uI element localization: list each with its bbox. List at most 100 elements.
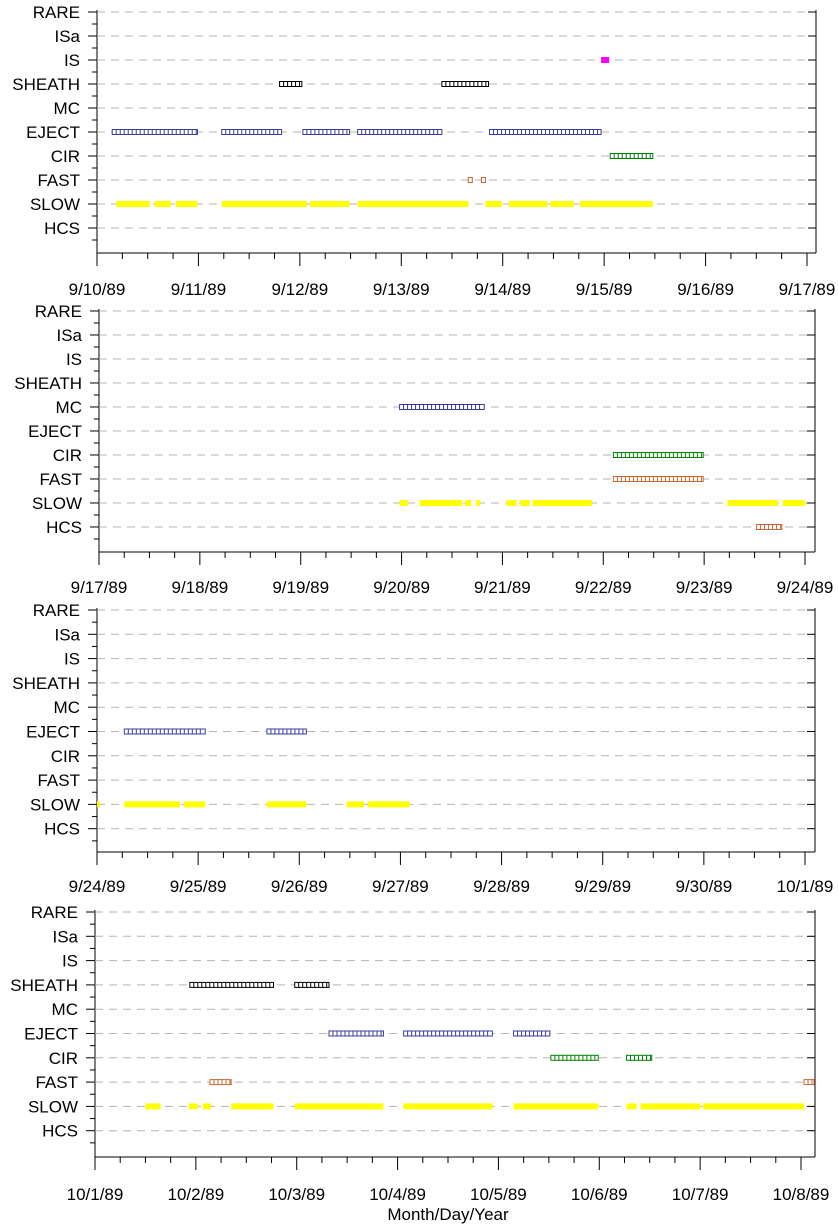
interval-fast-9 <box>803 1079 815 1086</box>
interval-slow-11 <box>532 500 593 506</box>
category-label-rare: RARE <box>31 903 78 922</box>
interval-slow-5 <box>183 801 206 808</box>
interval-sheath-3 <box>441 81 490 87</box>
date-tick-label: 10/7/89 <box>672 1185 729 1204</box>
category-label-hcs: HCS <box>42 1122 78 1141</box>
category-label-isa: ISa <box>54 625 80 644</box>
interval-outline <box>399 404 485 410</box>
interval-cir-7 <box>626 1054 653 1061</box>
interval-is-1 <box>601 57 610 63</box>
category-label-fast: FAST <box>35 1073 78 1092</box>
interval-slow-10 <box>145 1103 161 1110</box>
interval-slow-19 <box>508 201 548 207</box>
interval-eject-7 <box>357 129 443 135</box>
category-label-rare: RARE <box>33 601 80 620</box>
date-tick-label: 10/8/89 <box>773 1185 830 1204</box>
interval-fast-3 <box>612 476 704 482</box>
interval-eject-5 <box>221 129 283 135</box>
date-tick-label: 9/15/89 <box>576 280 633 299</box>
interval-outline <box>803 1079 815 1086</box>
interval-outline <box>221 129 283 135</box>
date-tick-label: 9/19/89 <box>272 578 329 597</box>
category-label-is: IS <box>64 650 80 669</box>
interval-slow-12 <box>202 1103 211 1110</box>
category-label-slow: SLOW <box>30 195 80 214</box>
category-label-mc: MC <box>54 698 80 717</box>
date-tick-label: 9/10/89 <box>69 280 126 299</box>
date-tick-label: 10/5/89 <box>470 1185 527 1204</box>
category-label-slow: SLOW <box>28 1097 78 1116</box>
date-tick-label: 9/30/89 <box>675 877 732 896</box>
interval-slow-15 <box>221 201 307 207</box>
interval-slow-12 <box>116 201 150 207</box>
interval-sheath-2 <box>279 81 303 87</box>
interval-slow-19 <box>703 1103 805 1110</box>
interval-eject-1 <box>123 728 206 735</box>
category-label-rare: RARE <box>33 3 80 22</box>
category-label-hcs: HCS <box>44 219 80 238</box>
category-label-cir: CIR <box>51 147 80 166</box>
panel-4: RARE ISa IS SHEATH MC EJECT CIR FAST SLOW HCS 10/1… <box>10 903 829 1224</box>
interval-outline <box>189 981 275 988</box>
interval-mc-1 <box>399 404 485 410</box>
category-label-mc: MC <box>54 99 80 118</box>
interval-outline <box>467 177 473 183</box>
interval-sheath-1 <box>189 981 275 988</box>
interval-slow-13 <box>154 201 172 207</box>
interval-outline <box>357 129 443 135</box>
date-tick-label: 9/12/89 <box>271 280 328 299</box>
interval-slow-13 <box>231 1103 274 1110</box>
date-tick-label: 9/17/89 <box>71 578 128 597</box>
date-tick-label: 9/27/89 <box>372 877 429 896</box>
date-tick-label: 10/2/89 <box>167 1185 224 1204</box>
interval-slow-16 <box>310 201 350 207</box>
interval-outline <box>328 1030 384 1037</box>
date-tick-label: 9/22/89 <box>575 578 632 597</box>
category-label-is: IS <box>64 51 80 70</box>
x-axis-title: Month/Day/Year <box>387 1205 509 1224</box>
date-tick-label: 9/23/89 <box>676 578 733 597</box>
date-tick-label: 9/24/89 <box>69 877 126 896</box>
date-tick-label: 9/21/89 <box>474 578 531 597</box>
interval-cir-2 <box>612 452 704 458</box>
category-label-fast: FAST <box>39 470 82 489</box>
category-label-sheath: SHEATH <box>10 976 78 995</box>
interval-fast-10 <box>467 177 473 183</box>
date-tick-label: 9/29/89 <box>574 877 631 896</box>
date-tick-label: 9/17/89 <box>779 280 836 299</box>
interval-fast-11 <box>480 177 486 183</box>
date-tick-label: 9/25/89 <box>170 877 227 896</box>
category-label-fast: FAST <box>37 171 80 190</box>
interval-outline <box>441 81 490 87</box>
interval-outline <box>513 1030 551 1037</box>
interval-outline <box>756 524 783 530</box>
interval-outline <box>612 452 704 458</box>
category-label-slow: SLOW <box>30 795 80 814</box>
interval-slow-16 <box>513 1103 599 1110</box>
interval-outline <box>302 129 351 135</box>
interval-eject-3 <box>328 1030 384 1037</box>
interval-slow-6 <box>266 801 307 808</box>
interval-slow-20 <box>550 201 574 207</box>
interval-slow-8 <box>368 801 410 808</box>
interval-slow-4 <box>124 801 180 808</box>
date-tick-label: 9/13/89 <box>373 280 430 299</box>
category-label-sheath: SHEATH <box>14 374 82 393</box>
interval-eject-8 <box>489 129 602 135</box>
interval-slow-17 <box>626 1103 637 1110</box>
date-tick-label: 9/24/89 <box>777 578 834 597</box>
interval-eject-4 <box>403 1030 493 1037</box>
date-tick-label: 10/6/89 <box>571 1185 628 1204</box>
date-tick-label: 9/20/89 <box>373 578 430 597</box>
category-label-isa: ISa <box>52 927 78 946</box>
interval-cir-6 <box>550 1054 599 1061</box>
category-label-slow: SLOW <box>32 494 82 513</box>
interval-outline <box>111 129 198 135</box>
interval-slow-17 <box>357 201 469 207</box>
category-label-is: IS <box>66 350 82 369</box>
interval-eject-6 <box>302 129 351 135</box>
category-label-hcs: HCS <box>46 518 82 537</box>
interval-hcs-4 <box>756 524 783 530</box>
category-label-isa: ISa <box>56 326 82 345</box>
